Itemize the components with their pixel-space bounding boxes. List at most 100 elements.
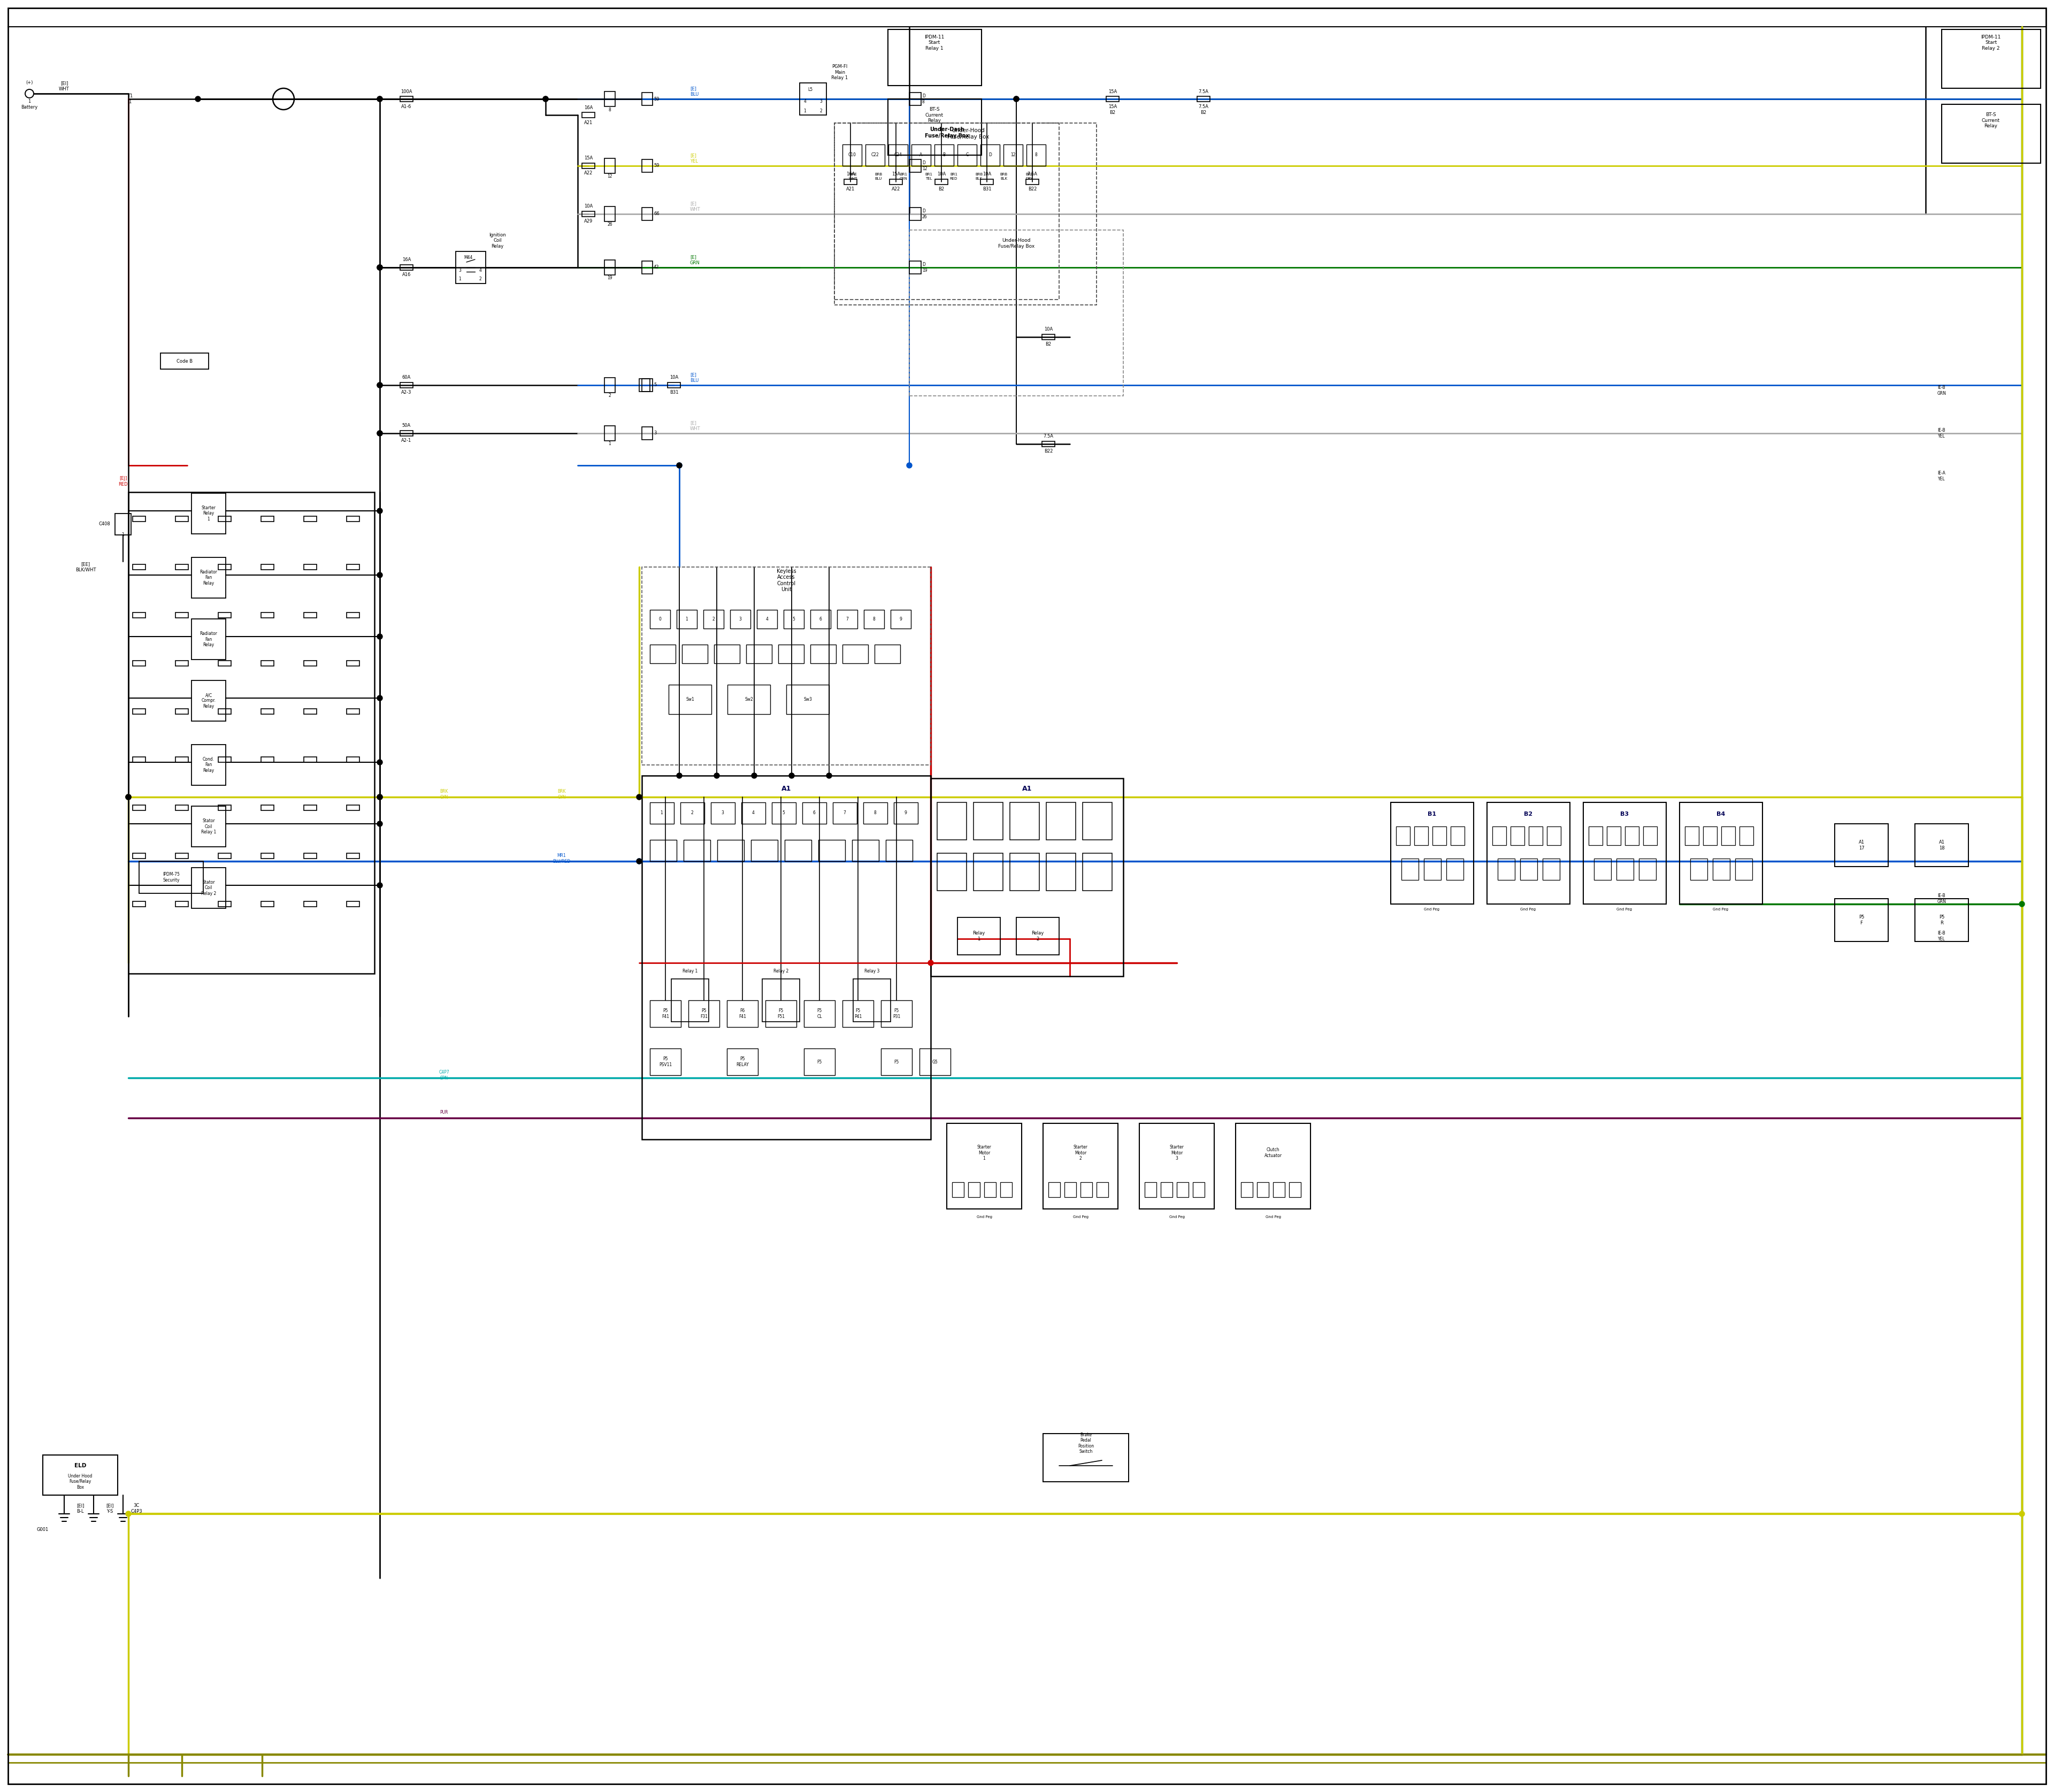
- Bar: [604, 378, 614, 392]
- Bar: [741, 803, 766, 824]
- Bar: [1713, 858, 1729, 880]
- Text: (+): (+): [27, 81, 33, 86]
- Bar: [1497, 858, 1516, 880]
- Circle shape: [378, 265, 382, 271]
- Text: Clutch
Actuator: Clutch Actuator: [1263, 1147, 1282, 1158]
- Bar: [347, 516, 359, 521]
- Bar: [347, 613, 359, 618]
- Bar: [191, 745, 226, 785]
- Text: Radiator
Fan
Relay: Radiator Fan Relay: [199, 631, 218, 647]
- Bar: [1048, 1183, 1060, 1197]
- Bar: [304, 805, 316, 810]
- Bar: [134, 853, 146, 858]
- Text: [E]
WHT: [E] WHT: [690, 421, 700, 432]
- Bar: [817, 840, 844, 862]
- Text: Starter
Motor
2: Starter Motor 2: [1074, 1145, 1089, 1161]
- Bar: [191, 557, 226, 599]
- Text: Gnd Peg: Gnd Peg: [976, 1215, 992, 1219]
- Circle shape: [637, 794, 641, 799]
- Bar: [639, 378, 649, 392]
- Text: Ignition
Coil
Relay: Ignition Coil Relay: [489, 233, 505, 249]
- Text: IPDM-11
Start
Relay 2: IPDM-11 Start Relay 2: [1980, 34, 2001, 50]
- Bar: [984, 1183, 996, 1197]
- Bar: [134, 564, 146, 570]
- Bar: [1017, 918, 1060, 955]
- Bar: [347, 564, 359, 570]
- Bar: [175, 516, 189, 521]
- Bar: [1043, 1124, 1117, 1210]
- Bar: [581, 113, 596, 118]
- Text: 59: 59: [653, 163, 659, 168]
- Text: 3: 3: [653, 430, 657, 435]
- Bar: [1684, 826, 1699, 846]
- Text: Sw1: Sw1: [686, 697, 694, 701]
- Bar: [1237, 1124, 1310, 1210]
- Bar: [1493, 826, 1506, 846]
- Circle shape: [125, 794, 131, 799]
- Bar: [218, 710, 230, 715]
- Text: B22: B22: [1027, 186, 1037, 192]
- Text: C: C: [965, 152, 969, 158]
- Text: C10: C10: [848, 152, 857, 158]
- Bar: [175, 661, 189, 667]
- Circle shape: [1013, 97, 1019, 102]
- Bar: [347, 805, 359, 810]
- Text: 1: 1: [661, 810, 663, 815]
- Bar: [910, 93, 920, 106]
- Text: BRK
CYN: BRK CYN: [557, 788, 565, 799]
- Bar: [980, 179, 994, 185]
- Bar: [1273, 1183, 1286, 1197]
- Text: Under-Dash
Fuse/Relay Box: Under-Dash Fuse/Relay Box: [924, 127, 969, 138]
- Bar: [912, 145, 930, 167]
- Bar: [1290, 1183, 1300, 1197]
- Bar: [1025, 179, 1039, 185]
- Text: P5
RELAY: P5 RELAY: [735, 1057, 750, 1066]
- Bar: [967, 1183, 980, 1197]
- Bar: [803, 1048, 836, 1075]
- Text: A1-6: A1-6: [401, 104, 411, 109]
- Bar: [191, 867, 226, 909]
- Circle shape: [378, 794, 382, 799]
- Text: Relay 3: Relay 3: [865, 968, 879, 973]
- Text: 42: 42: [653, 265, 659, 271]
- Circle shape: [378, 382, 382, 387]
- Text: Keyless
Access
Control
Unit: Keyless Access Control Unit: [776, 568, 797, 593]
- Text: MR1
BLU/RED: MR1 BLU/RED: [553, 853, 571, 864]
- Text: A: A: [920, 152, 922, 158]
- Text: T1
1: T1 1: [127, 93, 134, 104]
- Text: F5
F51: F5 F51: [776, 1009, 785, 1020]
- Text: 4: 4: [766, 616, 768, 622]
- Bar: [1914, 898, 1968, 941]
- Text: A1: A1: [1023, 785, 1031, 792]
- Bar: [885, 840, 912, 862]
- Bar: [680, 803, 705, 824]
- Text: P5
F31: P5 F31: [700, 1009, 709, 1020]
- Bar: [1721, 826, 1736, 846]
- Bar: [930, 778, 1124, 977]
- Text: B3: B3: [1621, 812, 1629, 817]
- Bar: [175, 853, 189, 858]
- Text: IPDM-75
Security: IPDM-75 Security: [162, 873, 179, 882]
- Bar: [684, 840, 711, 862]
- Text: 10A: 10A: [670, 375, 678, 380]
- Text: 1: 1: [608, 441, 610, 446]
- Bar: [920, 1048, 951, 1075]
- Text: 3: 3: [458, 267, 462, 272]
- Bar: [772, 803, 797, 824]
- Bar: [1446, 858, 1462, 880]
- Bar: [304, 756, 316, 762]
- Bar: [1547, 826, 1561, 846]
- Text: IE-B
YEL: IE-B YEL: [1937, 428, 1945, 439]
- Text: F5
P41: F5 P41: [854, 1009, 863, 1020]
- Bar: [175, 710, 189, 715]
- Bar: [581, 163, 596, 168]
- Bar: [1241, 1183, 1253, 1197]
- Bar: [1140, 1124, 1214, 1210]
- Text: 16A: 16A: [583, 106, 594, 109]
- Bar: [682, 645, 709, 663]
- Text: 1: 1: [121, 532, 125, 538]
- Bar: [347, 853, 359, 858]
- Text: PUR: PUR: [440, 1109, 448, 1120]
- Text: Gnd Peg: Gnd Peg: [1169, 1215, 1185, 1219]
- Bar: [134, 710, 146, 715]
